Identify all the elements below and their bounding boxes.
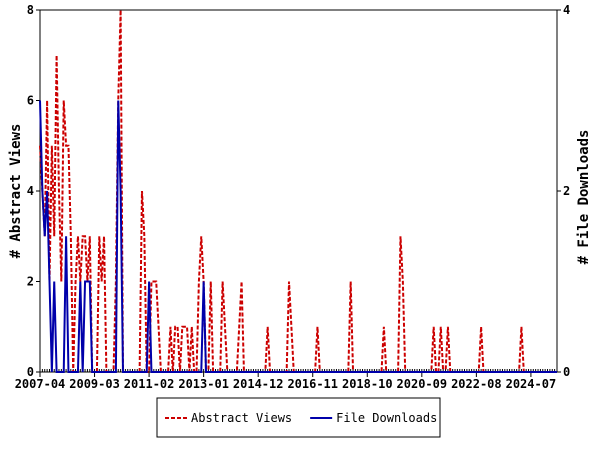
series-line: [39, 100, 557, 373]
x-tick-label: 2020-09: [397, 377, 448, 391]
legend-label: File Downloads: [336, 411, 437, 425]
x-tick-label: 2016-11: [287, 377, 338, 391]
x-tick-label: 2009-03: [69, 377, 120, 391]
x-tick-label: 2013-01: [178, 377, 229, 391]
x-tick-label: 2024-07: [506, 377, 557, 391]
x-tick-label: 2018-10: [342, 377, 393, 391]
x-tick-label: 2022-08: [451, 377, 502, 391]
y-tick-label: 0: [27, 365, 34, 379]
y-axis-label: # Abstract Views: [8, 124, 24, 259]
x-tick-label: 2014-12: [233, 377, 284, 391]
legend-label: Abstract Views: [191, 411, 292, 425]
y-tick-label: 6: [27, 94, 34, 108]
y2-tick-label: 4: [563, 3, 570, 17]
x-tick-label: 2007-04: [15, 377, 66, 391]
y-tick-label: 4: [27, 184, 34, 198]
legend-box: [156, 397, 441, 438]
y2-tick-label: 2: [563, 184, 570, 198]
x-tick-label: 2011-02: [124, 377, 175, 391]
y-tick-label: 8: [27, 3, 34, 17]
y2-axis-label: # File Downloads: [576, 130, 592, 265]
y-tick-label: 2: [27, 275, 34, 289]
y2-tick-label: 0: [563, 365, 570, 379]
